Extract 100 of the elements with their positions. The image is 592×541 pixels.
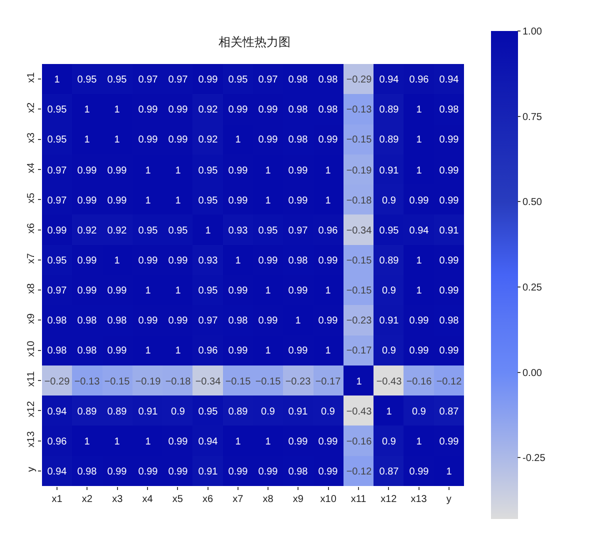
data-label: 1 [386,406,392,418]
data-label: 0.91 [138,406,158,418]
data-label: 0.98 [318,74,338,86]
data-label: 1 [265,436,272,448]
data-label: 0.97 [47,286,68,296]
data-label: 0.89 [228,406,248,418]
data-label: 0.89 [379,104,400,116]
data-label: −0.34 [346,226,372,236]
data-label: 0.99 [288,286,308,296]
x-tick-label: x4 [142,494,154,505]
data-label: 0.96 [318,226,338,236]
data-label: 0.99 [228,166,248,176]
data-label: 1 [325,166,332,176]
data-label: 0.99 [288,346,308,356]
data-label: 0.9 [382,346,396,356]
x-tick-label: x13 [410,494,428,505]
data-label: 0.91 [379,166,400,176]
data-label: −0.15 [346,286,372,296]
y-tick-label: x2 [26,102,37,113]
data-label: 0.94 [47,406,68,418]
data-label: −0.15 [346,256,372,266]
data-label: 0.95 [379,226,400,236]
data-label: −0.23 [285,376,312,388]
data-label: 0.87 [439,406,460,418]
data-label: 1 [145,166,152,176]
data-label: 0.99 [107,286,128,296]
data-label: 1 [145,346,152,356]
data-label: 0.99 [439,196,460,206]
color-bar-label: 0.00 [522,368,542,379]
data-label: 0.99 [318,256,338,266]
data-label: 0.95 [107,74,128,86]
data-label: −0.23 [346,316,372,326]
data-label: 0.95 [77,74,98,86]
data-label: 0.99 [288,196,308,206]
data-label: 0.98 [439,104,460,116]
y-tick-label: x7 [26,252,37,264]
data-label: 0.99 [228,286,248,296]
data-label: 0.93 [198,256,218,266]
data-label: 0.91 [439,226,460,236]
data-label: −0.12 [346,466,372,478]
data-label: 1 [84,134,90,146]
data-label: 0.94 [198,436,218,448]
data-label: 1 [265,166,272,176]
data-label: −0.16 [406,376,432,388]
x-tick-label: x9 [292,494,304,505]
data-label: 0.96 [47,436,68,448]
data-label: 0.98 [47,346,68,356]
data-label: 1 [175,196,182,206]
data-label: 0.9 [171,406,186,418]
data-label: −0.17 [315,376,342,388]
data-label: 0.9 [382,196,396,206]
data-label: 1 [54,74,60,86]
data-label: 0.95 [258,226,278,236]
data-label: 1 [325,286,332,296]
data-label: 0.99 [107,466,128,478]
data-label: 0.98 [439,316,460,326]
data-label: 0.97 [47,166,68,176]
data-label: 0.99 [228,346,248,356]
data-label: 0.99 [409,346,430,356]
data-label: 0.99 [288,436,308,448]
data-label: 0.98 [77,346,98,356]
data-label: 0.99 [168,134,188,146]
x-tick-label: x3 [112,494,124,505]
data-label: 0.98 [288,104,308,116]
data-label: 1 [325,196,332,206]
data-label: 0.95 [47,104,68,116]
data-label: 1 [114,256,120,266]
data-label: 0.98 [77,316,98,326]
data-label: 0.99 [198,74,218,86]
data-label: 0.99 [228,466,248,478]
data-label: 1 [175,166,182,176]
data-label: 0.99 [138,316,158,326]
color-bar-label: 1.00 [522,26,542,38]
data-label: 0.99 [318,466,338,478]
data-label: 1 [175,346,182,356]
data-label: 0.98 [107,316,128,326]
data-label: 0.89 [107,406,128,418]
data-label: 0.95 [228,74,248,86]
data-label: 1 [145,196,152,206]
data-label: 0.98 [288,74,308,86]
data-label: 0.98 [288,256,308,266]
data-label: 0.95 [168,226,188,236]
data-label: −0.16 [346,436,372,448]
x-tick-label: x10 [320,494,337,505]
data-label: 0.91 [379,316,400,326]
y-tick-label: x10 [26,340,37,357]
data-label: 0.98 [228,316,248,326]
data-label: 0.99 [258,134,278,146]
data-label: 1 [114,436,120,448]
data-label: 0.99 [138,466,158,478]
x-tick-label: x8 [262,494,274,505]
data-label: 1 [265,346,272,356]
data-label: 0.99 [258,466,278,478]
y-tick-label: x3 [26,132,37,144]
data-label: −0.43 [376,376,402,388]
data-label: 0.99 [77,166,98,176]
color-bar-label: 0.50 [522,197,542,208]
data-label: 0.9 [321,406,336,418]
data-label: 0.99 [228,104,248,116]
y-tick-label: x1 [26,72,37,83]
